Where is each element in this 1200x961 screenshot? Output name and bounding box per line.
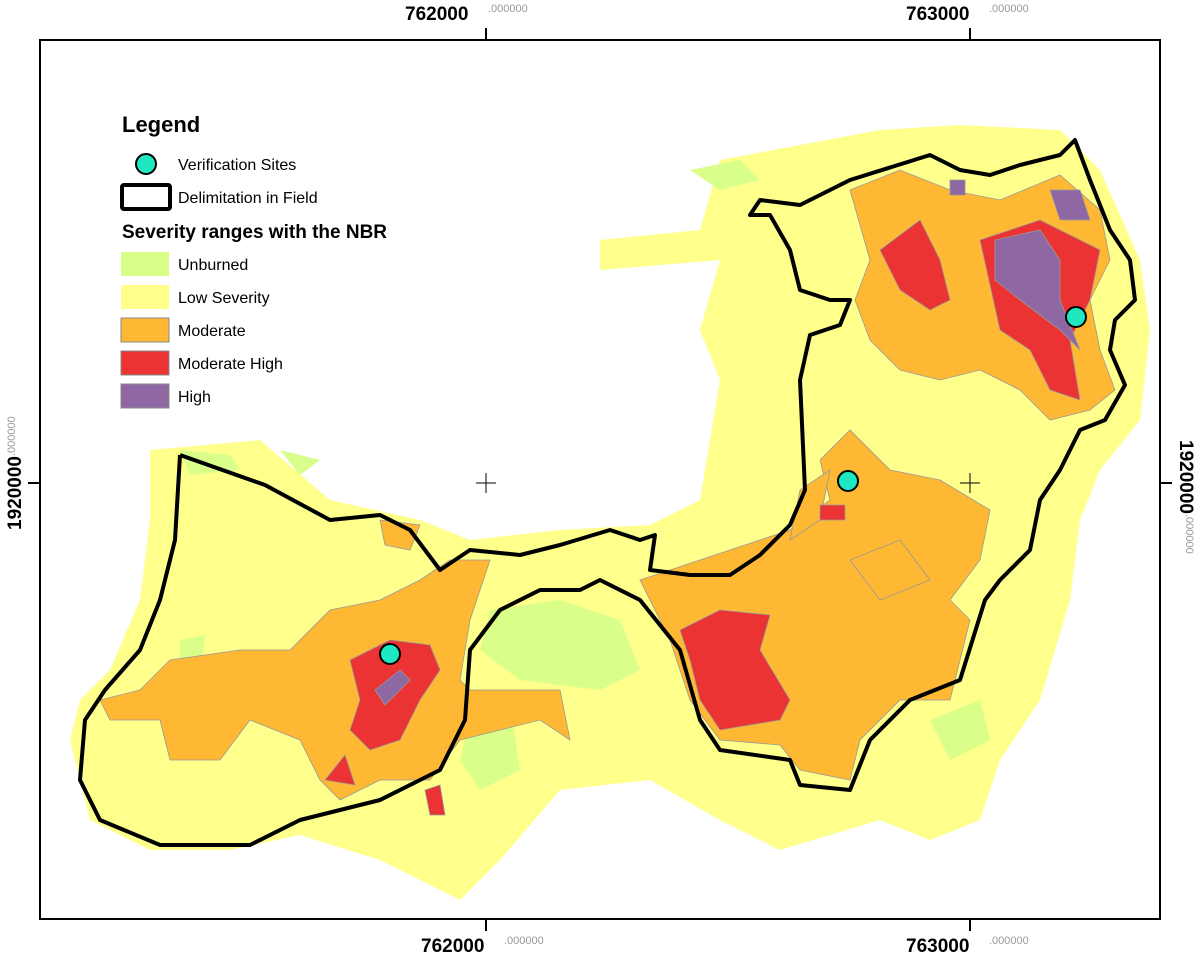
verification-site-symbol: [135, 153, 157, 175]
legend-verification-sites: Verification Sites: [178, 157, 296, 174]
verification-site: [837, 470, 859, 492]
x-tick-decimals: .000000: [989, 935, 1029, 947]
delimitation-symbol: [120, 183, 172, 211]
legend-class-label: Moderate: [178, 323, 246, 340]
x-tick-bottom-762000: 762000: [421, 936, 484, 957]
x-tick-top-762000: 762000: [405, 4, 468, 25]
y-tick-right-1920000: 1920000: [1175, 440, 1196, 514]
legend-title: Legend: [122, 112, 200, 137]
high-patches: [374, 179, 1091, 706]
x-tick-decimals: .000000: [504, 935, 544, 947]
legend-severity-title: Severity ranges with the NBR: [122, 222, 387, 243]
legend: Legend Verification Sites Delimitation i…: [120, 112, 387, 409]
legend-class-label: Unburned: [178, 257, 248, 274]
y-tick-decimals: .000000: [1183, 514, 1195, 554]
legend-delimitation: Delimitation in Field: [178, 190, 318, 207]
verification-site: [379, 643, 401, 665]
x-tick-bottom-763000: 763000: [906, 936, 969, 957]
x-tick-decimals: .000000: [989, 3, 1029, 15]
legend-swatch: [121, 252, 169, 276]
legend-class-label: High: [178, 389, 211, 406]
y-tick-left-1920000: 1920000: [5, 456, 26, 530]
legend-swatch: [120, 383, 170, 409]
legend-swatch: [121, 285, 169, 309]
verification-sites: [379, 306, 1087, 665]
legend-class-label: Low Severity: [178, 290, 270, 307]
severity-layer: [70, 125, 1150, 900]
grid-crosses: [476, 473, 980, 493]
legend-swatch: [120, 317, 170, 343]
y-tick-decimals: .000000: [6, 416, 18, 456]
x-tick-decimals: .000000: [488, 3, 528, 15]
legend-swatch: [120, 350, 170, 376]
delimitation-in-field-boundary: [78, 138, 1137, 847]
x-tick-top-763000: 763000: [906, 4, 969, 25]
tick-marks: [28, 28, 1172, 931]
verification-site: [1065, 306, 1087, 328]
legend-class-label: Moderate High: [178, 356, 283, 373]
